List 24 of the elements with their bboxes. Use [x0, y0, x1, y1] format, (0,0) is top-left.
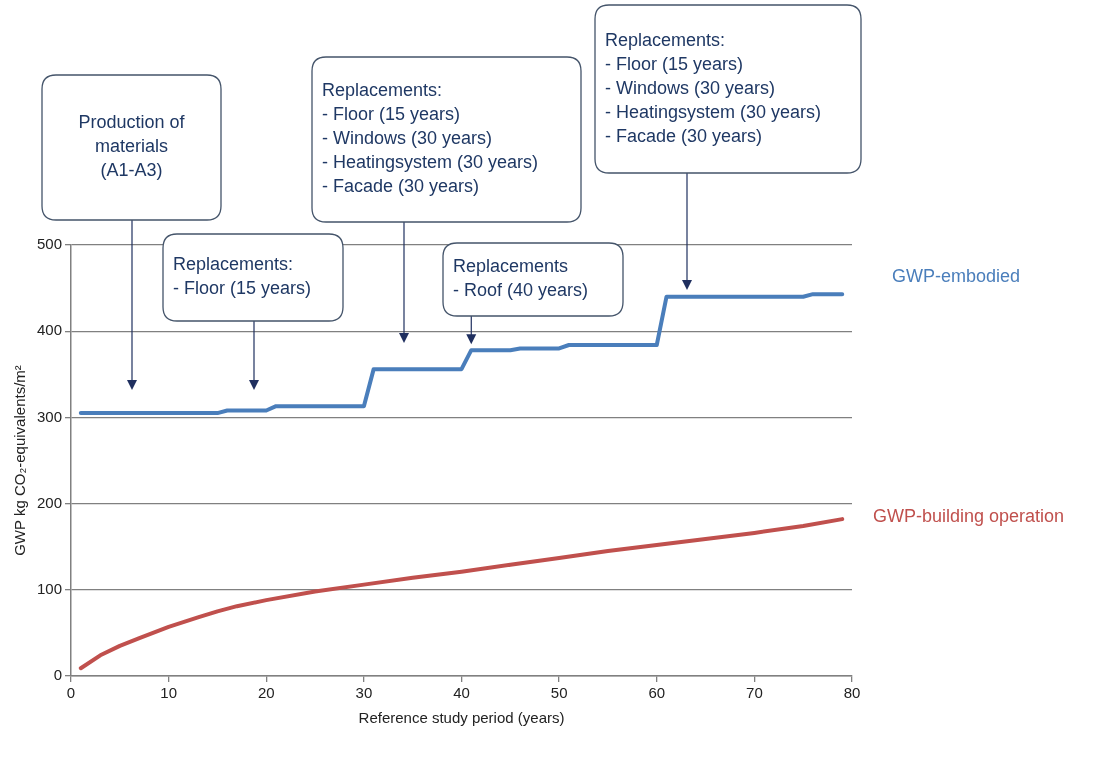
x-tick-label: 30 [355, 684, 373, 702]
text: Replacements: - Floor (15 years) - Windows (30 years) - Heatingsystem (30 years) - Facade (30 years) [605, 29, 822, 146]
annotation: Replacements: - Floor (15 years) [173, 254, 312, 299]
y-tick-label: 500 [37, 235, 63, 253]
x-tick-label: 70 [746, 684, 763, 702]
x-tick-label: 0 [66, 684, 76, 702]
annotation: Replacements - Roof (40 years) [453, 256, 589, 301]
text: Production of materials (A1-A3) [78, 112, 186, 181]
text: Replacements: - Floor (15 years) - Windows (30 years) - Heatingsystem (30 years) - Facade (30 years) [322, 80, 539, 197]
y-tick-label: 200 [37, 493, 63, 511]
y-tick-label: 100 [37, 579, 63, 597]
y-tick-label: 300 [37, 407, 63, 425]
series-label: GWP-building operation [873, 506, 1065, 527]
y-tick-label: 0 [53, 666, 63, 684]
x-tick-label: 60 [648, 684, 666, 702]
y-axis-title: GWP kg CO₂-equivalents/m² [11, 365, 29, 556]
x-tick-label: 10 [160, 684, 177, 702]
x-axis-title: Reference study period (years) [358, 709, 565, 727]
x-tick-label: 50 [550, 684, 568, 702]
y-tick-label: 400 [37, 321, 63, 339]
x-tick-label: 40 [453, 684, 470, 702]
x-tick-label: 80 [843, 684, 861, 702]
text: GWP-embodied [892, 266, 1021, 287]
x-tick-label: 20 [257, 684, 275, 702]
